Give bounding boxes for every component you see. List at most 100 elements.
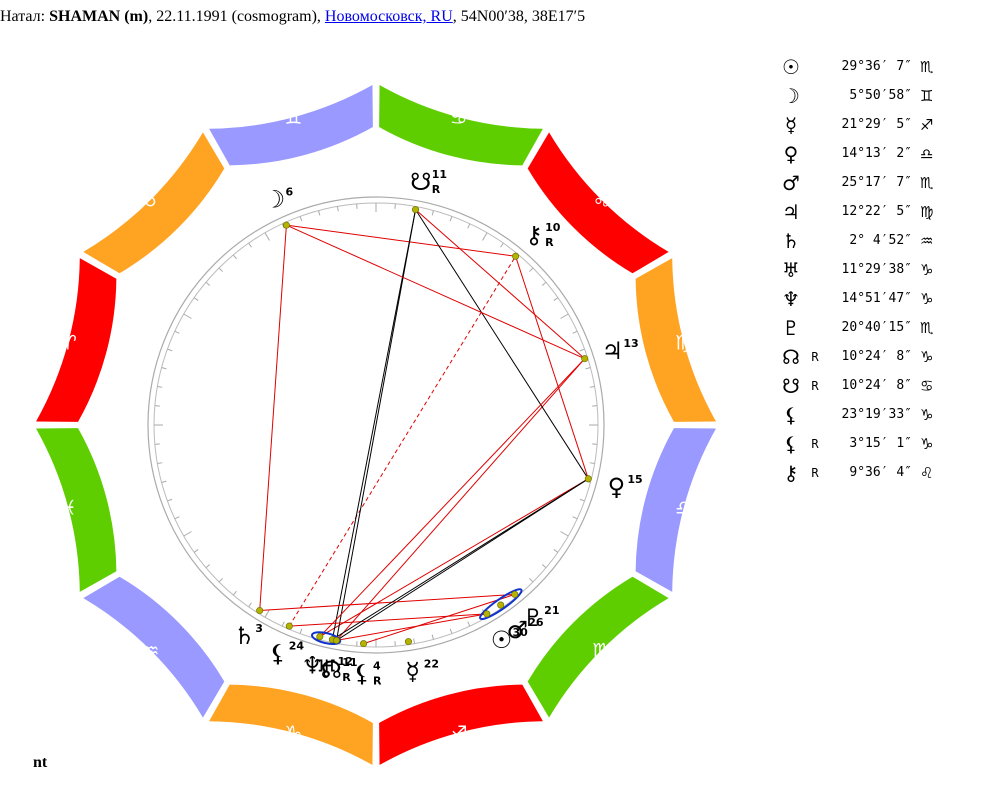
- degree-tick: [218, 267, 223, 272]
- moon-position-dot: [282, 221, 290, 229]
- venus-icon: ♀: [783, 141, 799, 166]
- header-prefix: Натал:: [0, 8, 50, 25]
- degree-tick: [431, 634, 434, 640]
- sign-icon: ♊: [920, 86, 934, 105]
- position-value: 12°22′ 5″: [841, 204, 912, 219]
- lilith-icon: ⚸: [269, 640, 287, 668]
- mars-icon: ♂: [506, 616, 528, 644]
- aries-sign-icon: ♈: [59, 330, 77, 354]
- selena-retrograde-label: R: [373, 675, 382, 688]
- sign-icon: ♑: [920, 289, 934, 308]
- footer-label: nt: [33, 754, 48, 771]
- jupiter-icon: ♃: [602, 337, 624, 365]
- moon-icon: ☽: [264, 186, 286, 214]
- chart-header: Натал: SHAMAN (m), 22.11.1991 (cosmogram…: [0, 8, 585, 26]
- degree-tick: [449, 216, 453, 222]
- selena-icon: ⚸: [353, 660, 371, 688]
- subject-name: SHAMAN (m): [49, 8, 149, 25]
- capricorn-sign-icon: ♑: [284, 721, 302, 745]
- sun-icon: ☉: [491, 626, 513, 654]
- uranus-icon: ♅: [316, 655, 338, 683]
- sign-icon: ♏: [920, 318, 934, 337]
- retrograde-flag: [806, 284, 824, 313]
- degree-tick: [529, 578, 534, 583]
- degree-tick: [183, 531, 192, 537]
- degree-tick: [541, 564, 547, 569]
- saturn-icon: ♄: [782, 228, 800, 253]
- aspect-line-lilith-chiron: [288, 255, 517, 627]
- sign-segment-capricorn: [209, 684, 373, 765]
- degree-tick: [585, 367, 591, 370]
- retrograde-flag: [806, 313, 824, 342]
- chiron-degree-label: 10: [545, 221, 561, 234]
- retrograde-flag: [806, 226, 824, 255]
- chiron-icon: ⚷: [525, 221, 543, 249]
- pluto-degree-label: 21: [544, 604, 559, 617]
- sign-icon: ♏: [920, 173, 934, 192]
- degree-tick: [560, 313, 569, 319]
- pisces-sign-icon: ♓: [59, 496, 77, 520]
- aspect-lines: [259, 209, 589, 646]
- sign-icon: ♌: [920, 463, 934, 482]
- degree-tick: [589, 385, 595, 388]
- chiron-position-dot: [512, 252, 520, 260]
- planet-row-lilith: ⚸ 23°19′33″ ♑: [776, 400, 942, 429]
- retrograde-flag: [806, 139, 824, 168]
- degree-tick: [467, 621, 471, 627]
- sign-icon: ♏: [920, 57, 934, 76]
- degree-tick: [299, 628, 303, 634]
- degree-tick: [553, 549, 559, 553]
- chiron-icon: ⚷: [783, 460, 799, 485]
- degree-tick: [167, 348, 173, 352]
- position-value: 23°19′33″: [841, 407, 912, 422]
- aspect-line-jupiter-south-node: [415, 209, 586, 360]
- sign-segment-virgo: [635, 258, 716, 422]
- degree-tick: [336, 206, 339, 212]
- conjunction-ellipse-capricorn: [311, 631, 342, 646]
- degree-tick: [193, 549, 199, 553]
- degree-tick: [232, 590, 237, 596]
- planet-positions-table: ☉ 29°36′ 7″ ♏ ☽ 5°50′58″ ♊ ☿ 21°29′ 5″ ♐ ♀ 14°13′ …: [776, 52, 942, 487]
- degree-tick: [318, 210, 321, 216]
- neptune-icon: ♆: [302, 652, 324, 680]
- sagittarius-sign-icon: ♐: [450, 721, 468, 745]
- aspect-line-north-node-sun: [336, 613, 487, 641]
- cancer-sign-icon: ♋: [450, 105, 468, 129]
- selena-position-dot: [360, 640, 368, 648]
- aspect-line-moon-chiron: [286, 224, 516, 257]
- degree-tick: [572, 516, 578, 520]
- sign-segment-cancer: [379, 85, 543, 166]
- sign-segment-aries: [36, 258, 117, 422]
- degree-tick: [281, 621, 285, 627]
- sign-segment-aquarius: [83, 576, 225, 718]
- degree-tick: [431, 210, 434, 216]
- position-value: 9°36′ 4″: [849, 465, 912, 480]
- degree-tick: [248, 242, 252, 248]
- sign-segment-gemini: [209, 85, 373, 166]
- aspect-line-neptune-jupiter: [319, 358, 586, 638]
- zodiac-ring: ♈ ♉ ♊ ♋ ♌ ♍ ♎ ♏ ♐ ♑ ♒ ♓: [36, 85, 716, 765]
- planet-row-uranus: ♅ 11°29′38″ ♑: [776, 255, 942, 284]
- mercury-icon: ☿: [405, 657, 420, 685]
- moon-degree-label: 6: [286, 186, 294, 199]
- planet-row-mercury: ☿ 21°29′ 5″ ♐: [776, 110, 942, 139]
- degree-tick: [560, 531, 569, 537]
- planet-row-pluto: ♇ 20°40′15″ ♏: [776, 313, 942, 342]
- pluto-icon: ♇: [522, 604, 544, 632]
- moon-icon: ☽: [782, 83, 800, 108]
- place-link[interactable]: Новомосковск, RU: [324, 8, 453, 25]
- degree-tick: [205, 281, 211, 286]
- retrograde-flag: R: [811, 378, 819, 393]
- aspect-line-north-node-south-node: [335, 209, 417, 641]
- jupiter-icon: ♃: [782, 199, 800, 224]
- south-node-icon: ☋: [410, 168, 431, 196]
- aspect-line-venus-south-node: [415, 209, 589, 480]
- degree-tick: [174, 330, 180, 334]
- position-value: 25°17′ 7″: [841, 175, 912, 190]
- south-node-position-dot: [412, 206, 420, 214]
- degree-tick: [183, 313, 192, 319]
- venus-icon: ♀: [608, 473, 626, 501]
- jupiter-degree-label: 13: [623, 337, 638, 350]
- south-node-degree-label: 11: [432, 168, 447, 181]
